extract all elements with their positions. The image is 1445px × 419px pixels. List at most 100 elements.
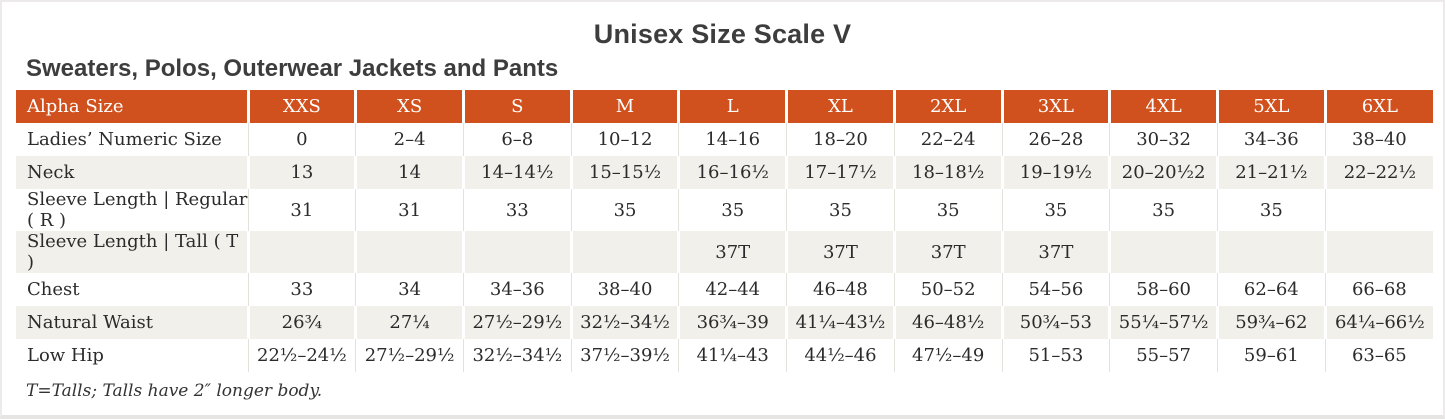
column-header: 5XL — [1215, 90, 1326, 123]
size-cell: 44½–46 — [786, 339, 895, 372]
table-row: Sleeve Length | Tall ( T ) 37T 37T 37T 37T — [16, 231, 1433, 273]
size-cell: 41¼–43 — [678, 339, 787, 372]
size-cell: 16–16½ — [677, 156, 787, 189]
size-cell: 34–36 — [1216, 123, 1326, 156]
size-cell: 2–4 — [355, 123, 464, 156]
size-cell: 63–65 — [1324, 339, 1433, 372]
size-cell: 38–40 — [1324, 123, 1433, 156]
column-header: S — [461, 90, 572, 123]
column-header: 2XL — [892, 90, 1003, 123]
column-header: 3XL — [1000, 90, 1110, 123]
size-cell: 31 — [247, 189, 356, 231]
size-cell: 26¾ — [246, 306, 356, 339]
size-cell: 18–18½ — [892, 156, 1003, 189]
row-label: Natural Waist — [27, 312, 154, 333]
size-cell: 37T — [677, 231, 787, 273]
footnote: T=Talls; Talls have 2″ longer body. — [26, 381, 323, 401]
size-cell: 14–14½ — [461, 156, 572, 189]
table-row: Low Hip 22½–24½ 27½–29½ 32½–34½ 37½–39½ 41¼–4… — [16, 339, 1433, 372]
size-cell: 21–21½ — [1215, 156, 1326, 189]
column-header: M — [569, 90, 679, 123]
size-cell — [354, 231, 464, 273]
size-cell: 54–56 — [1001, 273, 1110, 306]
size-cell: 35 — [1001, 189, 1110, 231]
size-cell: 62–64 — [1216, 273, 1326, 306]
size-cell — [246, 231, 356, 273]
size-cell: 50¾–53 — [1000, 306, 1110, 339]
size-cell: 26–28 — [1001, 123, 1110, 156]
size-cell: 22–22½ — [1323, 156, 1433, 189]
table-row: Neck 13 14 14–14½ 15–15½ 16–16½ 17–17½ 18–18½ 19… — [16, 156, 1433, 189]
size-cell: 35 — [893, 189, 1003, 231]
row-label: Low Hip — [27, 345, 104, 366]
size-cell: 10–12 — [570, 123, 679, 156]
page-title: Unisex Size Scale V — [593, 19, 852, 49]
size-cell: 50–52 — [893, 273, 1003, 306]
size-cell: 46–48½ — [892, 306, 1003, 339]
size-cell: 66–68 — [1324, 273, 1433, 306]
size-cell — [1215, 231, 1326, 273]
header-alpha-size: Alpha Size — [16, 90, 248, 123]
size-cell: 20–20½2 — [1108, 156, 1218, 189]
size-cell: 35 — [1109, 189, 1218, 231]
header-row: Alpha Size XXS XS S M L XL 2XL 3XL 4XL 5XL 6XL — [16, 90, 1433, 123]
column-header: 4XL — [1108, 90, 1218, 123]
column-header: 6XL — [1323, 90, 1433, 123]
size-cell: 27¼ — [354, 306, 464, 339]
size-cell: 51–53 — [1001, 339, 1110, 372]
row-label: Chest — [27, 279, 80, 300]
column-header: XS — [354, 90, 464, 123]
size-cell: 37½–39½ — [570, 339, 679, 372]
table-row: Ladies’ Numeric Size 0 2–4 6–8 10–12 14–16 18–… — [16, 123, 1433, 156]
size-cell: 32½–34½ — [569, 306, 679, 339]
size-cell: 14 — [354, 156, 464, 189]
size-cell: 34 — [355, 273, 464, 306]
size-cell: 27½–29½ — [461, 306, 572, 339]
size-cell: 47½–49 — [893, 339, 1003, 372]
size-cell — [569, 231, 679, 273]
size-cell: 41¼–43½ — [785, 306, 895, 339]
size-cell: 19–19½ — [1000, 156, 1110, 189]
size-cell: 0 — [247, 123, 356, 156]
column-header: L — [677, 90, 787, 123]
size-cell: 31 — [355, 189, 464, 231]
size-cell: 33 — [462, 189, 572, 231]
size-cell: 30–32 — [1109, 123, 1218, 156]
size-cell: 18–20 — [786, 123, 895, 156]
column-header: XXS — [246, 90, 356, 123]
size-cell: 33 — [247, 273, 356, 306]
page-subtitle: Sweaters, Polos, Outerwear Jackets and P… — [26, 55, 559, 82]
size-cell: 14–16 — [678, 123, 787, 156]
size-cell: 58–60 — [1109, 273, 1218, 306]
table-row: Natural Waist 26¾ 27¼ 27½–29½ 32½–34½ 36¾–39 4… — [16, 306, 1433, 339]
size-cell: 38–40 — [570, 273, 679, 306]
size-cell: 27½–29½ — [355, 339, 464, 372]
size-cell: 55–57 — [1109, 339, 1218, 372]
size-cell: 37T — [785, 231, 895, 273]
row-label: Sleeve Length | Regular ( R ) — [27, 189, 248, 231]
row-label: Sleeve Length | Tall ( T ) — [27, 231, 239, 273]
size-cell — [1323, 231, 1433, 273]
size-cell — [1108, 231, 1218, 273]
size-cell: 59–61 — [1216, 339, 1326, 372]
size-cell: 34–36 — [462, 273, 572, 306]
size-cell: 42–44 — [678, 273, 787, 306]
size-cell: 35 — [1216, 189, 1326, 231]
size-cell: 35 — [678, 189, 787, 231]
size-cell: 22–24 — [893, 123, 1003, 156]
column-header: XL — [785, 90, 895, 123]
size-cell: 36¾–39 — [677, 306, 787, 339]
size-cell: 35 — [786, 189, 895, 231]
size-cell: 55¼–57½ — [1108, 306, 1218, 339]
size-cell: 59¾–62 — [1215, 306, 1326, 339]
table-row: Sleeve Length | Regular ( R ) 31 31 33 35 35 3… — [16, 189, 1433, 231]
row-label: Neck — [27, 162, 75, 183]
size-cell: 17–17½ — [785, 156, 895, 189]
size-cell: 15–15½ — [569, 156, 679, 189]
size-cell: 64¼–66½ — [1323, 306, 1433, 339]
size-cell — [461, 231, 572, 273]
size-cell: 13 — [246, 156, 356, 189]
table-row: Chest 33 34 34–36 38–40 42–44 46–48 50–52 54–56 5… — [16, 273, 1433, 306]
size-cell: 37T — [1000, 231, 1110, 273]
size-cell: 6–8 — [462, 123, 572, 156]
